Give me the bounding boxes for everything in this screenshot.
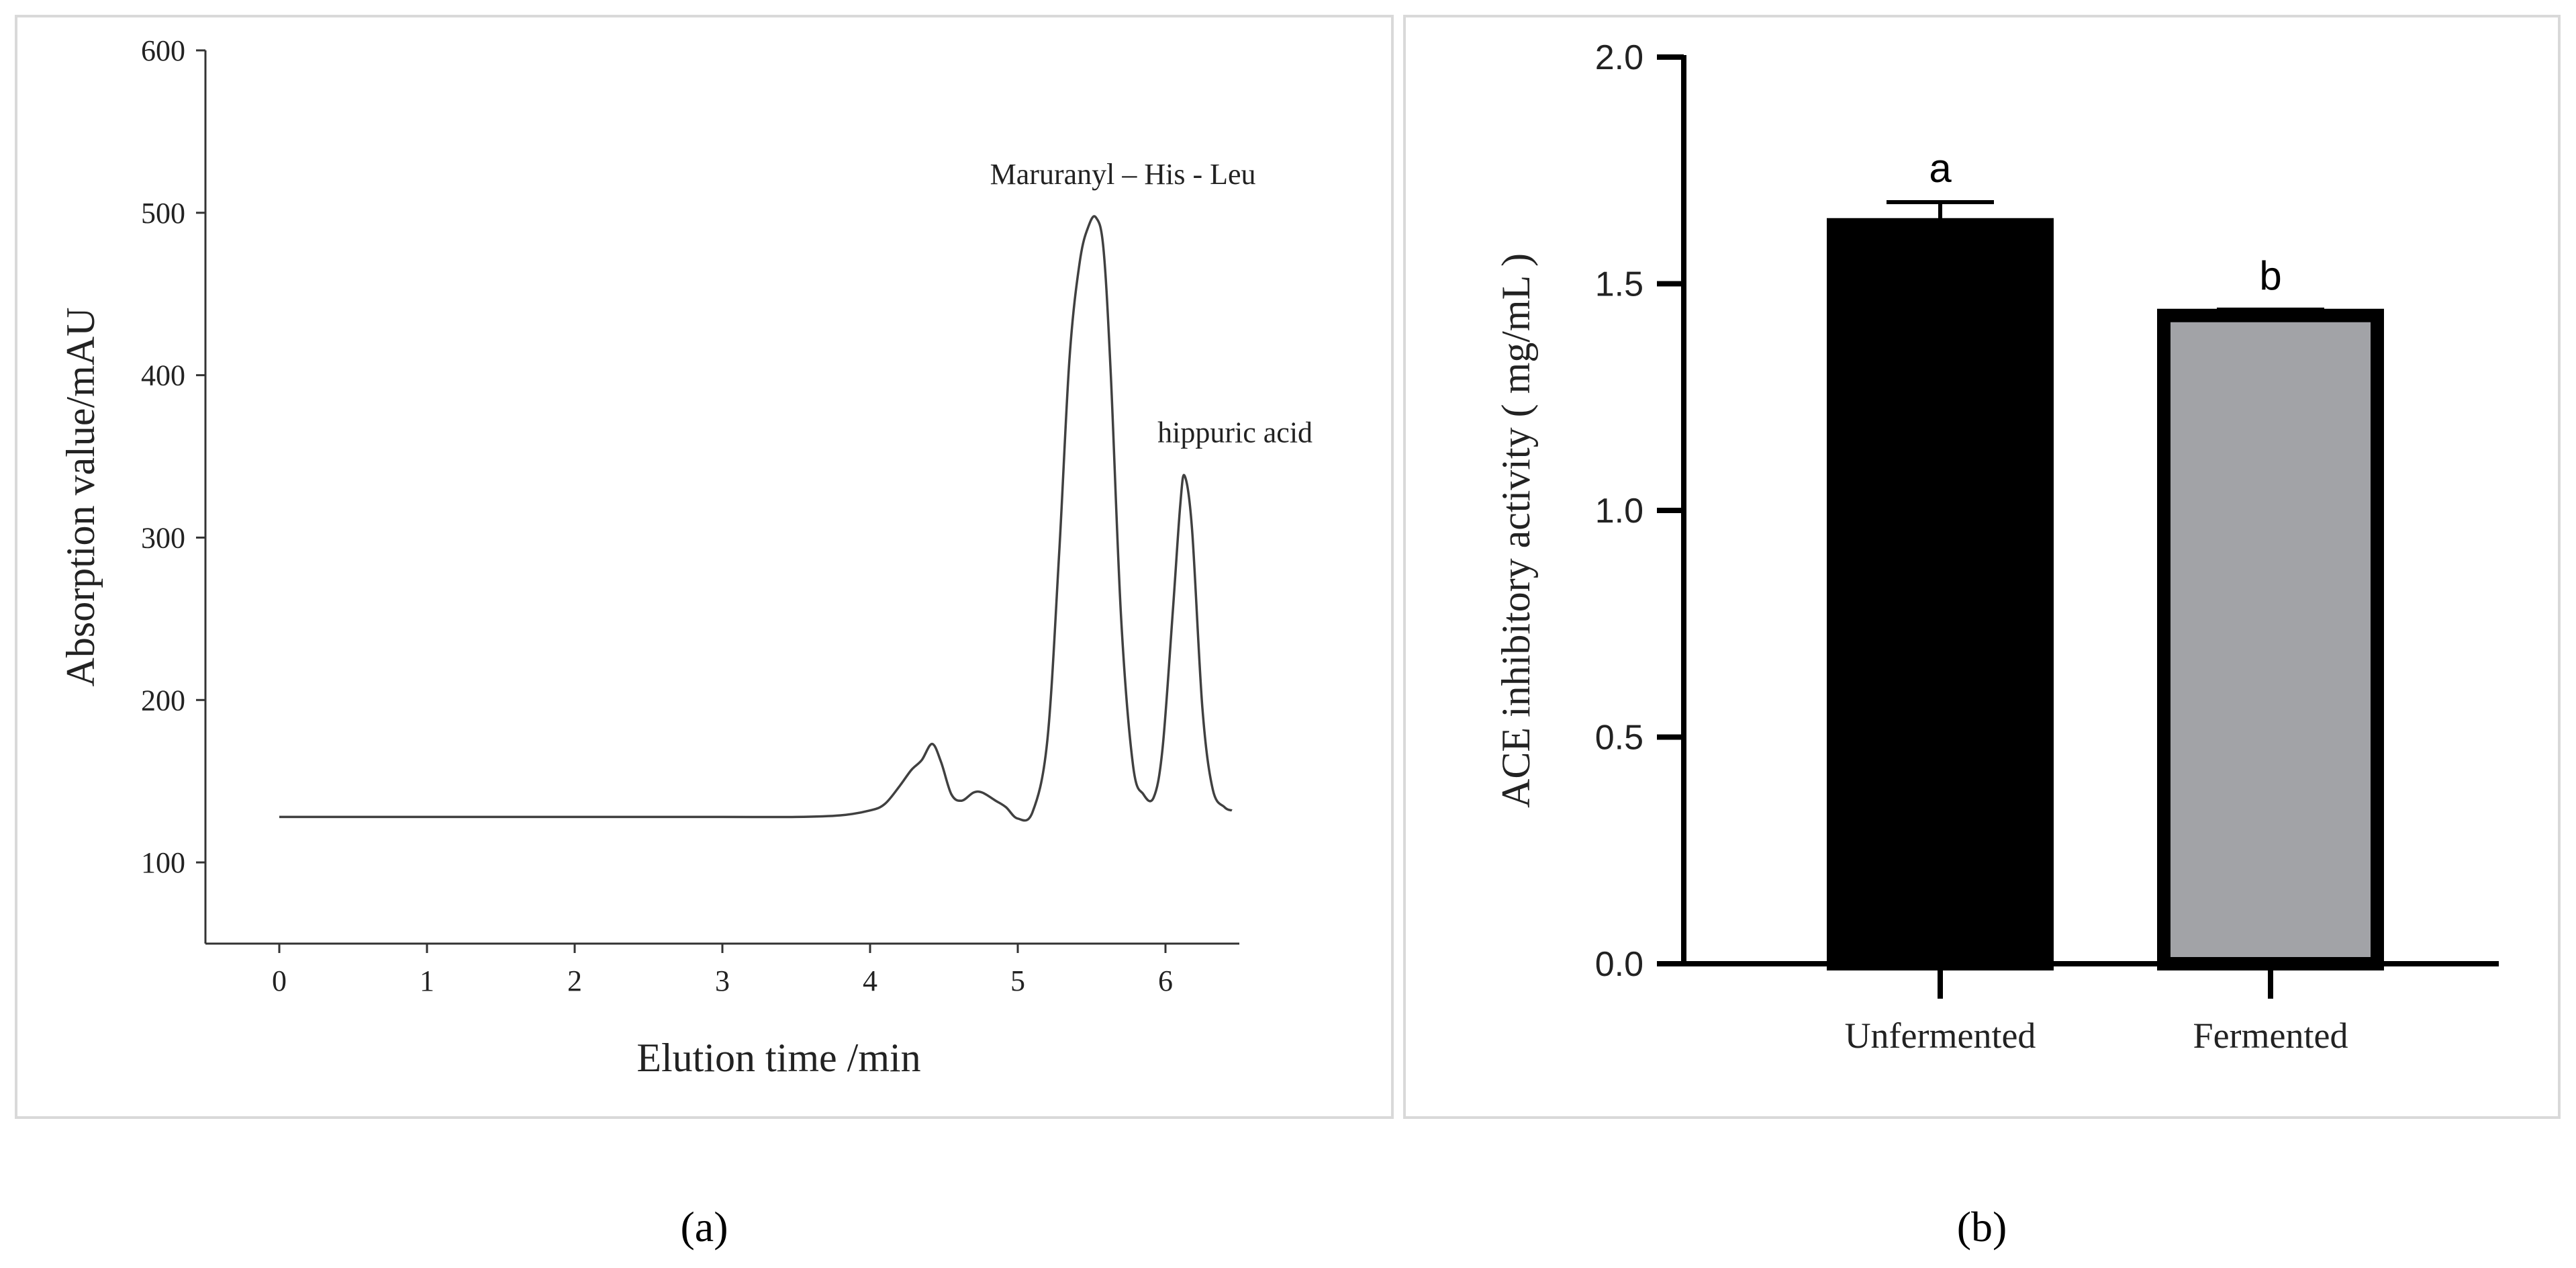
panel-a-y-tick-label: 100 [141, 846, 185, 879]
panel-b-y-tick-label: 0.5 [1595, 719, 1643, 758]
panel-b-bars: ab [1827, 146, 2384, 970]
significance-letter: b [2259, 253, 2281, 298]
panel-a-x-tick-label: 3 [715, 964, 730, 997]
panel-a-frame [15, 15, 1394, 1119]
panel-a-x-tick-label: 1 [420, 964, 434, 997]
category-label-fermented: Fermented [2193, 1015, 2348, 1056]
panel-b-x-ticks: Unfermented Fermented [1845, 964, 2348, 1056]
panel-a-y-tick-label: 600 [141, 34, 185, 67]
panel-a-x-tick-label: 5 [1010, 964, 1025, 997]
panel-a-x-tick-label: 6 [1158, 964, 1173, 997]
chromatogram-trace [279, 215, 1233, 822]
bar-fermented [2157, 308, 2384, 970]
peak-label-hippuric-acid: hippuric acid [1157, 416, 1313, 449]
panel-b-y-tick-label: 1.5 [1595, 265, 1643, 304]
panel-a-y-tick-label: 500 [141, 197, 185, 230]
caption-a: (a) [680, 1203, 728, 1251]
peak-label-substrate: Maruranyl – His - Leu [990, 158, 1256, 191]
panel-a-x-tick-label: 2 [567, 964, 582, 997]
panel-a-x-tick-label: 4 [863, 964, 877, 997]
panel-a-y-tick-label: 300 [141, 521, 185, 554]
panel-b-y-tick-label: 2.0 [1595, 38, 1643, 77]
panel-a-y-ticks: 100 200 300 400 500 600 [141, 34, 205, 879]
panel-a-y-axis-label: Absorption value/mAU [58, 308, 103, 687]
panel-a-y-tick-label: 200 [141, 684, 185, 717]
category-label-unfermented: Unfermented [1845, 1015, 2036, 1056]
panel-a-x-ticks: 0 1 2 3 4 5 6 [272, 944, 1173, 997]
panel-b-y-tick-label: 1.0 [1595, 492, 1643, 531]
panel-a-x-tick-label: 0 [272, 964, 287, 997]
panel-b-y-axis-label: ACE inhibitory activity ( mg/mL ) [1494, 253, 1538, 808]
panel-a-x-axis-label: Elution time /min [636, 1036, 920, 1080]
significance-letter: a [1929, 146, 1952, 191]
panel-b-y-tick-label: 0.0 [1595, 945, 1643, 984]
panel-b-y-ticks: 0.0 0.5 1.0 1.5 2.0 [1595, 38, 1684, 984]
panel-b-bar-chart: ab 0.00.51.01.52.0 Unfermented Fermented … [1403, 15, 2561, 1119]
panel-a-chromatogram: 100 200 300 400 500 600 0 1 2 3 4 5 6 Maruranyl – H… [15, 15, 1394, 1119]
panel-a-y-tick-label: 400 [141, 359, 185, 392]
caption-b: (b) [1957, 1203, 2007, 1251]
bar-unfermented [1827, 218, 2054, 970]
